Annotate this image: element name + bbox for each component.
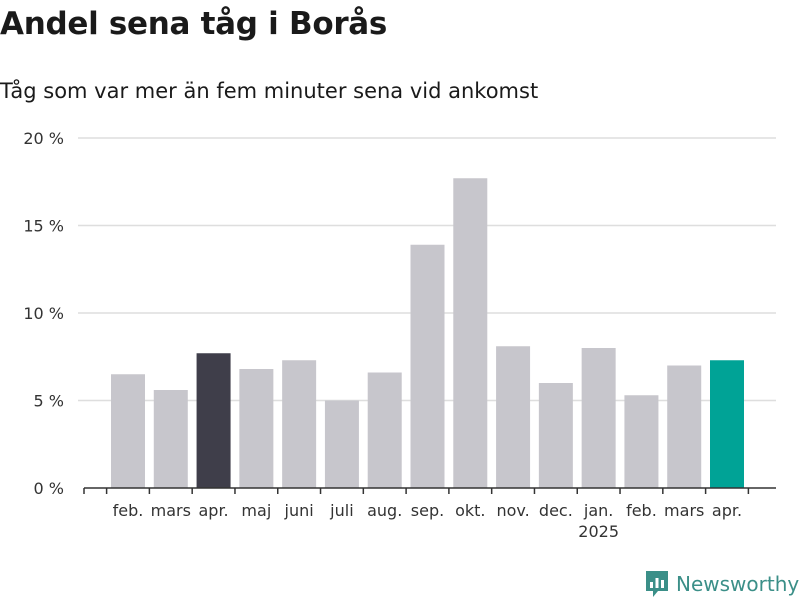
y-tick-label: 20 % [23,129,64,148]
bar[interactable] [196,353,231,488]
x-tick-label: feb. [626,501,657,520]
y-tick-label: 15 % [23,217,64,236]
x-tick-label: okt. [455,501,485,520]
bar[interactable] [367,372,402,489]
y-axis-labels: 0 % 5 % 10 % 15 % 20 % [23,129,64,498]
bar-chart: 0 % 5 % 10 % 15 % 20 % feb. mars apr. maj juni ju… [23,129,776,541]
bar[interactable] [282,360,317,488]
x-tick-label: juni [284,501,314,520]
chart-subtitle: Tåg som var mer än fem minuter sena vid … [0,79,539,103]
x-tick-label: aug. [367,501,402,520]
x-tick-label: nov. [496,501,529,520]
bar[interactable] [239,369,274,488]
bar[interactable] [581,348,616,488]
bar[interactable] [410,244,445,488]
x-tick-label: dec. [539,501,573,520]
x-axis [83,487,776,494]
bars [111,178,744,488]
x-tick-label: mars [664,501,704,520]
x-tick-label: jan. [583,501,613,520]
brand-logo[interactable]: Newsworthy [644,568,799,600]
bar[interactable] [153,390,188,488]
x-tick-label: mars [151,501,191,520]
x-tick-label: sep. [411,501,444,520]
x-tick-label: apr. [712,501,742,520]
x-tick-label: apr. [198,501,228,520]
y-tick-label: 10 % [23,304,64,323]
bar[interactable] [111,374,145,488]
bar[interactable] [496,346,531,488]
bar[interactable] [667,365,702,489]
x-tick-label: feb. [113,501,144,520]
x-year-label: 2025 [578,522,619,541]
bar[interactable] [710,360,744,488]
chart-title: Andel sena tåg i Borås [0,6,388,42]
newsworthy-logo-icon [646,571,668,597]
y-tick-label: 0 % [34,479,64,498]
x-tick-label: maj [241,501,271,520]
x-tick-label: juli [329,501,353,520]
bar[interactable] [538,383,573,488]
brand-name: Newsworthy [676,572,800,596]
y-tick-label: 5 % [34,392,64,411]
bar[interactable] [324,400,359,489]
bar[interactable] [453,178,488,488]
x-axis-labels: feb. mars apr. maj juni juli aug. sep. okt. nov. d… [113,501,742,541]
bar[interactable] [624,395,659,488]
